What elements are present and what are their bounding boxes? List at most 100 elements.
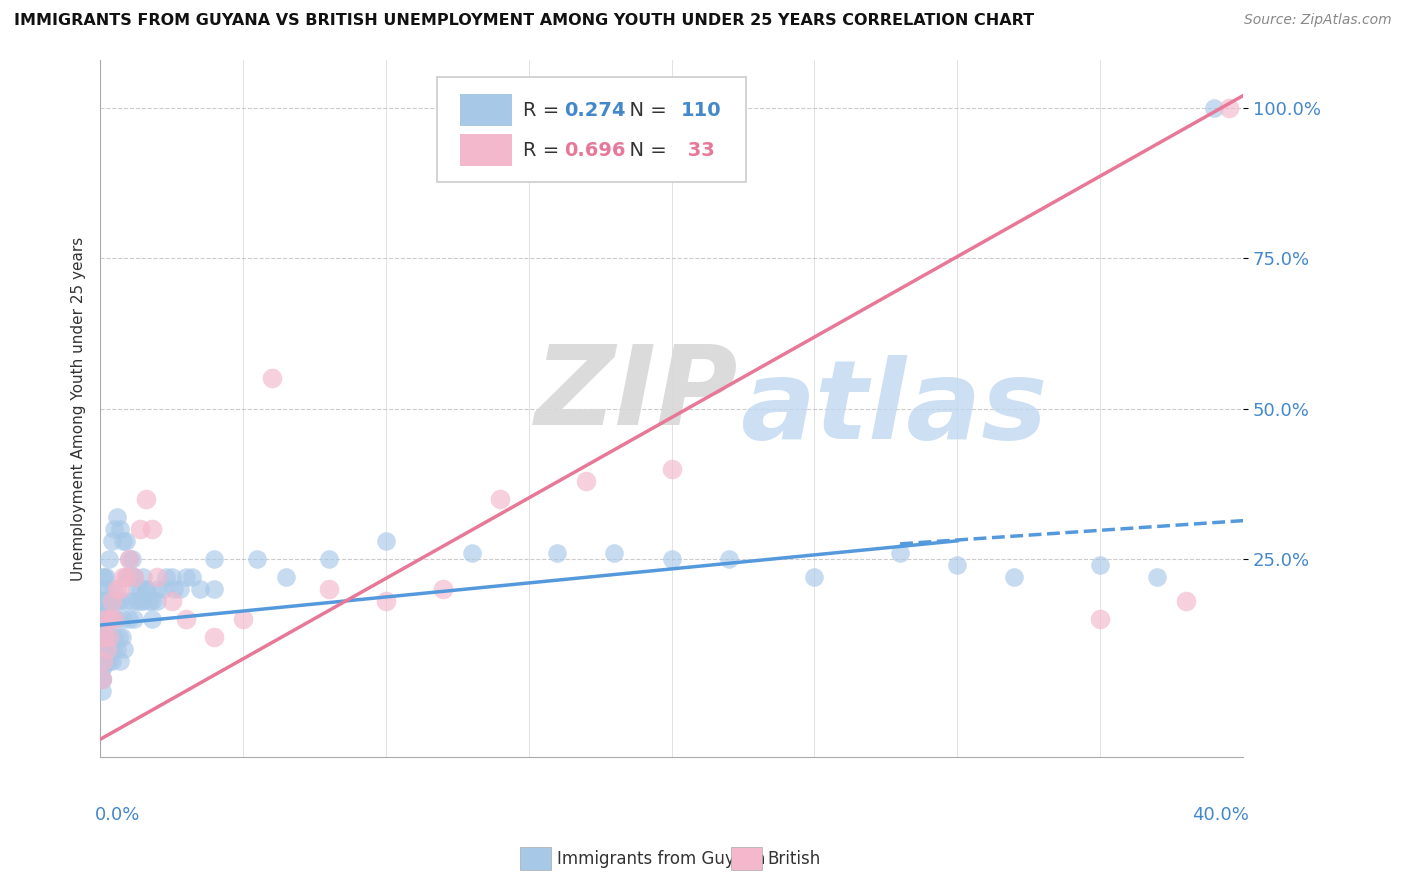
Point bbox=[141, 594, 163, 608]
Text: N =: N = bbox=[617, 141, 672, 160]
Point bbox=[202, 630, 225, 644]
Text: ZIP: ZIP bbox=[534, 341, 738, 448]
Point bbox=[91, 612, 114, 626]
FancyBboxPatch shape bbox=[437, 77, 745, 182]
Point bbox=[146, 570, 169, 584]
Point bbox=[91, 594, 114, 608]
Text: IMMIGRANTS FROM GUYANA VS BRITISH UNEMPLOYMENT AMONG YOUTH UNDER 25 YEARS CORREL: IMMIGRANTS FROM GUYANA VS BRITISH UNEMPL… bbox=[14, 13, 1035, 29]
Point bbox=[101, 594, 124, 608]
Point bbox=[129, 594, 152, 608]
Point bbox=[174, 612, 197, 626]
Point bbox=[94, 612, 117, 626]
Point bbox=[103, 582, 125, 596]
Point bbox=[111, 533, 134, 548]
Point bbox=[90, 630, 112, 644]
Point bbox=[108, 654, 131, 668]
Point bbox=[124, 570, 146, 584]
Point bbox=[93, 654, 115, 668]
Point bbox=[104, 612, 127, 626]
Point bbox=[155, 570, 177, 584]
Point bbox=[90, 672, 112, 686]
Point bbox=[803, 570, 825, 584]
Point bbox=[946, 558, 969, 572]
Point bbox=[91, 654, 114, 668]
Point bbox=[93, 594, 115, 608]
Point bbox=[90, 594, 112, 608]
Point bbox=[1146, 570, 1168, 584]
Text: R =: R = bbox=[523, 141, 565, 160]
Point bbox=[1088, 558, 1111, 572]
Point bbox=[93, 570, 115, 584]
Point bbox=[96, 642, 118, 657]
Point bbox=[110, 630, 132, 644]
Point bbox=[1204, 101, 1226, 115]
Text: R =: R = bbox=[523, 101, 565, 120]
Point bbox=[115, 570, 138, 584]
Point bbox=[101, 642, 124, 657]
Point bbox=[115, 594, 138, 608]
Point bbox=[94, 654, 117, 668]
Point bbox=[91, 672, 114, 686]
Point bbox=[432, 582, 454, 596]
Point bbox=[103, 522, 125, 536]
Point bbox=[100, 533, 122, 548]
Point bbox=[93, 630, 115, 644]
Point bbox=[202, 582, 225, 596]
Point bbox=[115, 570, 138, 584]
Point bbox=[260, 371, 283, 385]
Point bbox=[180, 570, 202, 584]
Point bbox=[174, 570, 197, 584]
Point bbox=[1002, 570, 1025, 584]
Point bbox=[90, 684, 112, 698]
Point bbox=[90, 672, 112, 686]
Point bbox=[100, 654, 122, 668]
Point bbox=[274, 570, 297, 584]
Point bbox=[1218, 101, 1240, 115]
Point bbox=[90, 654, 112, 668]
Point bbox=[318, 552, 340, 566]
Point bbox=[146, 582, 169, 596]
Point bbox=[91, 630, 114, 644]
Point bbox=[90, 642, 112, 657]
Point bbox=[97, 654, 120, 668]
Point bbox=[90, 672, 112, 686]
Point bbox=[118, 552, 141, 566]
Point bbox=[546, 546, 568, 560]
Point bbox=[246, 552, 269, 566]
Point bbox=[160, 594, 183, 608]
Point bbox=[160, 570, 183, 584]
Point bbox=[121, 594, 143, 608]
Point bbox=[98, 642, 121, 657]
Point bbox=[94, 612, 117, 626]
Point bbox=[100, 594, 122, 608]
Point bbox=[97, 594, 120, 608]
Point bbox=[93, 654, 115, 668]
Point bbox=[141, 612, 163, 626]
Point bbox=[138, 594, 160, 608]
Point bbox=[94, 642, 117, 657]
Point bbox=[105, 582, 128, 596]
Point bbox=[603, 546, 626, 560]
Point bbox=[112, 642, 135, 657]
Text: 40.0%: 40.0% bbox=[1192, 806, 1249, 824]
Point bbox=[661, 461, 683, 475]
Point bbox=[91, 660, 114, 674]
Point bbox=[108, 522, 131, 536]
Point bbox=[96, 612, 118, 626]
Point bbox=[90, 582, 112, 596]
Y-axis label: Unemployment Among Youth under 25 years: Unemployment Among Youth under 25 years bbox=[72, 236, 86, 581]
Point bbox=[98, 612, 121, 626]
Point bbox=[94, 594, 117, 608]
Point bbox=[202, 552, 225, 566]
Text: N =: N = bbox=[617, 101, 672, 120]
Point bbox=[889, 546, 911, 560]
Point bbox=[91, 654, 114, 668]
Point bbox=[124, 570, 146, 584]
Point bbox=[118, 612, 141, 626]
Point bbox=[108, 582, 131, 596]
Point bbox=[374, 533, 396, 548]
Point bbox=[135, 491, 157, 506]
Point bbox=[169, 582, 191, 596]
Point bbox=[124, 570, 146, 584]
Point bbox=[232, 612, 254, 626]
